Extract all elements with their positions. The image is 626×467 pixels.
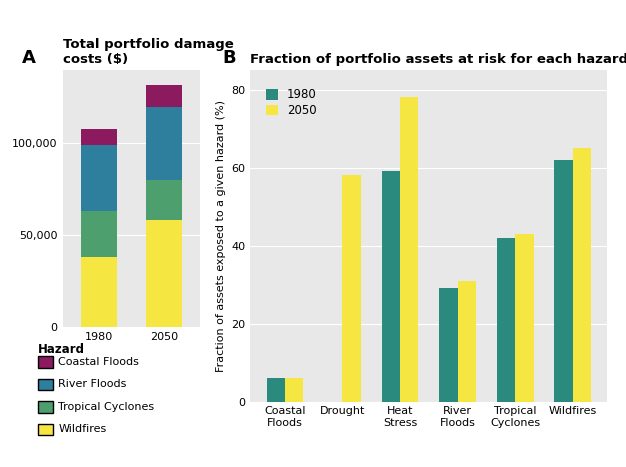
- Bar: [439, 289, 458, 402]
- Bar: [285, 378, 304, 402]
- Bar: [458, 281, 476, 402]
- Bar: [146, 220, 182, 327]
- Bar: [554, 160, 573, 402]
- Legend: 1980, 2050: 1980, 2050: [264, 86, 319, 120]
- Text: Total portfolio damage
costs ($): Total portfolio damage costs ($): [63, 38, 233, 66]
- Bar: [267, 378, 285, 402]
- Bar: [573, 148, 591, 402]
- Text: Coastal Floods: Coastal Floods: [58, 357, 139, 367]
- Bar: [81, 257, 116, 327]
- Text: B: B: [222, 49, 236, 67]
- Text: Tropical Cyclones: Tropical Cyclones: [58, 402, 155, 412]
- Text: A: A: [22, 49, 36, 67]
- Bar: [496, 238, 515, 402]
- Bar: [81, 145, 116, 211]
- Y-axis label: Fraction of assets exposed to a given hazard (%): Fraction of assets exposed to a given ha…: [216, 100, 226, 372]
- Text: Fraction of portfolio assets at risk for each hazard: Fraction of portfolio assets at risk for…: [250, 53, 626, 66]
- Bar: [81, 129, 116, 145]
- Bar: [400, 97, 418, 402]
- Bar: [382, 171, 400, 402]
- Text: Hazard: Hazard: [38, 343, 85, 356]
- Bar: [515, 234, 533, 402]
- Bar: [342, 176, 361, 402]
- Bar: [146, 180, 182, 220]
- Text: Wildfires: Wildfires: [58, 424, 106, 434]
- Text: River Floods: River Floods: [58, 379, 126, 389]
- Bar: [81, 211, 116, 257]
- Bar: [146, 85, 182, 107]
- Bar: [146, 107, 182, 180]
